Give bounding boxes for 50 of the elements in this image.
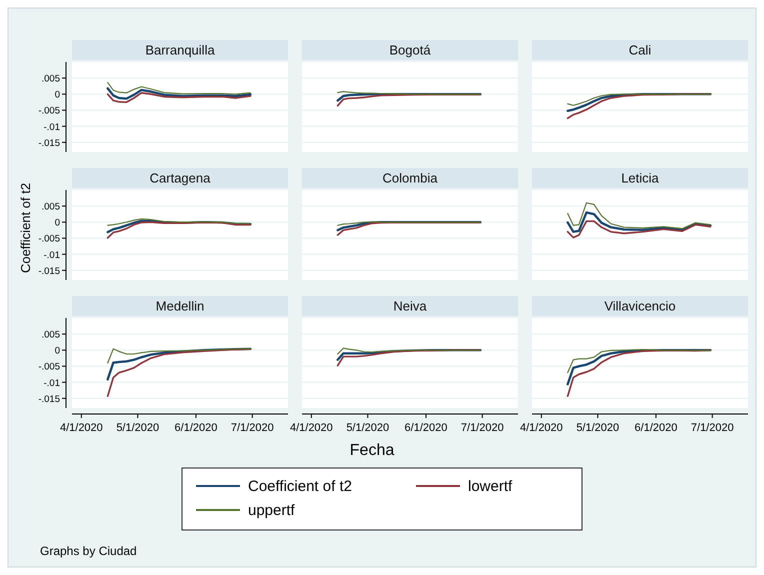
line-series <box>106 348 252 397</box>
x-axis-title: Fecha <box>350 442 394 459</box>
line-series <box>106 87 252 100</box>
x-tick-label: 5/1/2020 <box>346 422 390 434</box>
y-tick-label: 0 <box>54 90 60 101</box>
legend-label: Coefficient of t2 <box>248 478 352 495</box>
x-tick-label: 5/1/2020 <box>576 422 620 434</box>
line-series <box>106 348 252 381</box>
chart-title: Bogotá <box>389 42 432 58</box>
chart-title: Neiva <box>393 298 428 314</box>
text: Graphs by Ciudad <box>40 544 137 558</box>
y-tick-label: 0 <box>54 346 60 357</box>
x-tick-label: 4/1/2020 <box>60 422 103 434</box>
chart-title: Barranquilla <box>145 42 216 58</box>
x-tick-label: 6/1/2020 <box>634 422 678 434</box>
y-tick-label: .005 <box>42 202 60 213</box>
y-tick-label: .005 <box>42 330 60 341</box>
y-tick-label: -.01 <box>44 250 60 261</box>
chart-title: Cartagena <box>150 170 212 186</box>
x-tick-label: 4/1/2020 <box>520 422 563 434</box>
y-tick-label: -.015 <box>38 394 60 405</box>
chart-title: Cali <box>628 42 652 58</box>
line-series <box>106 92 252 104</box>
y-tick-label: -.005 <box>38 362 60 373</box>
y-axis-title: Coefficient of t2 <box>18 182 33 274</box>
legend-label: lowertf <box>468 478 514 495</box>
y-tick-label: .005 <box>42 74 60 85</box>
x-tick-label: 4/1/2020 <box>290 422 333 434</box>
chart-title: Villavicencio <box>604 298 676 314</box>
legend-label: uppertf <box>248 502 296 519</box>
x-tick-label: 6/1/2020 <box>174 422 218 434</box>
y-tick-label: -.005 <box>38 234 60 245</box>
line-series <box>107 348 251 364</box>
chart-title: Medellin <box>156 298 204 314</box>
line-series <box>107 82 251 95</box>
x-tick-label: 7/1/2020 <box>690 422 734 434</box>
x-tick-label: 5/1/2020 <box>116 422 160 434</box>
line-series <box>107 218 251 226</box>
x-tick-label: 7/1/2020 <box>230 422 274 434</box>
chart-title: Leticia <box>621 170 660 186</box>
y-tick-label: -.015 <box>38 266 60 277</box>
chart-title: Colombia <box>382 170 438 186</box>
x-tick-label: 7/1/2020 <box>460 422 504 434</box>
y-tick-label: -.015 <box>38 138 60 149</box>
y-tick-label: 0 <box>54 218 60 229</box>
line-series <box>106 221 252 239</box>
y-tick-label: -.005 <box>38 106 60 117</box>
y-tick-label: -.01 <box>44 122 60 133</box>
y-tick-label: -.01 <box>44 378 60 389</box>
x-tick-label: 6/1/2020 <box>404 422 448 434</box>
